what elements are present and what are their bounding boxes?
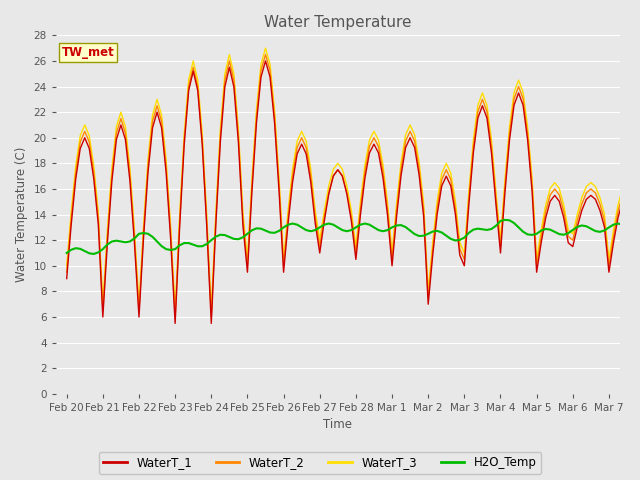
Text: TW_met: TW_met: [61, 46, 114, 59]
Y-axis label: Water Temperature (C): Water Temperature (C): [15, 147, 28, 282]
X-axis label: Time: Time: [323, 419, 352, 432]
Title: Water Temperature: Water Temperature: [264, 15, 412, 30]
Legend: WaterT_1, WaterT_2, WaterT_3, H2O_Temp: WaterT_1, WaterT_2, WaterT_3, H2O_Temp: [99, 452, 541, 474]
